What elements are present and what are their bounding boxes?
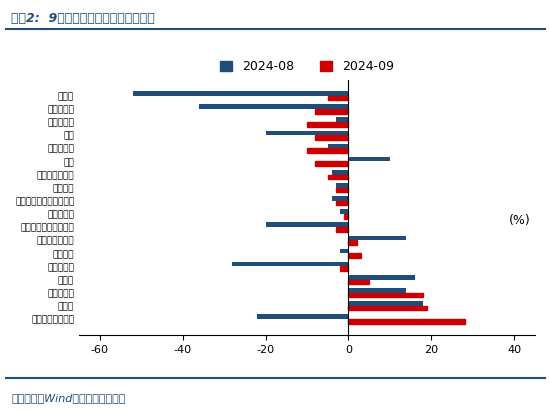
Bar bbox=[344, 214, 349, 219]
Bar bbox=[349, 288, 406, 293]
Bar bbox=[349, 306, 427, 310]
Bar bbox=[349, 240, 357, 245]
Bar bbox=[349, 301, 423, 306]
Bar bbox=[232, 262, 349, 266]
Bar bbox=[257, 314, 349, 319]
Bar bbox=[336, 227, 349, 232]
Bar bbox=[349, 319, 465, 323]
Legend: 2024-08, 2024-09: 2024-08, 2024-09 bbox=[215, 55, 399, 78]
Bar bbox=[336, 201, 349, 206]
Bar bbox=[340, 266, 349, 271]
Bar bbox=[332, 196, 349, 201]
Bar bbox=[349, 275, 415, 279]
Bar bbox=[349, 157, 390, 162]
Bar bbox=[332, 170, 349, 175]
Bar bbox=[307, 122, 349, 127]
Bar bbox=[315, 109, 349, 113]
Bar bbox=[336, 183, 349, 188]
Bar bbox=[340, 209, 349, 214]
Bar bbox=[315, 135, 349, 140]
Bar bbox=[307, 148, 349, 153]
Bar bbox=[133, 91, 349, 96]
Bar bbox=[328, 175, 349, 179]
Bar bbox=[349, 293, 423, 297]
Text: (%): (%) bbox=[509, 214, 531, 227]
Text: 图表2:  9月四大税种收入增速表现分化: 图表2: 9月四大税种收入增速表现分化 bbox=[11, 12, 155, 25]
Bar bbox=[328, 144, 349, 148]
Bar bbox=[328, 96, 349, 100]
Text: 资料来源：Wind，国盛证券研究所: 资料来源：Wind，国盛证券研究所 bbox=[11, 393, 125, 403]
Bar bbox=[266, 131, 349, 135]
Bar bbox=[336, 188, 349, 192]
Bar bbox=[315, 162, 349, 166]
Bar bbox=[336, 118, 349, 122]
Bar bbox=[266, 222, 349, 227]
Bar bbox=[349, 253, 361, 258]
Bar bbox=[349, 236, 406, 240]
Bar bbox=[340, 249, 349, 253]
Bar bbox=[199, 104, 349, 109]
Bar bbox=[349, 279, 369, 284]
